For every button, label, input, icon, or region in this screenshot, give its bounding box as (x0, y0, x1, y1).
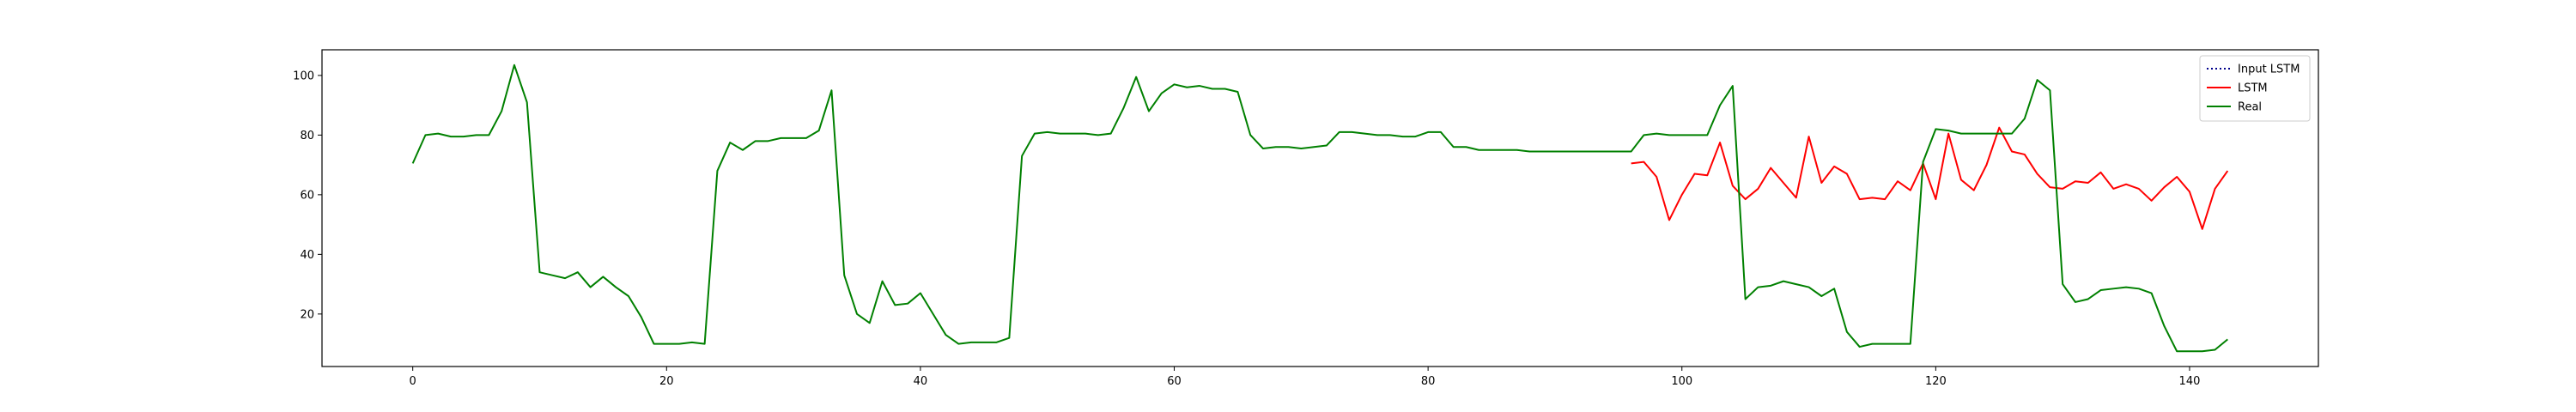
x-tick-label: 140 (2179, 375, 2201, 388)
axes-frame (321, 49, 2319, 367)
x-tick-label: 40 (914, 375, 928, 388)
y-tick-label: 60 (300, 189, 314, 202)
series-line-real (411, 64, 2228, 353)
x-tick-label: 100 (1671, 375, 1692, 388)
y-axis: 20 40 60 80 100 (293, 70, 322, 321)
x-tick-label: 120 (1925, 375, 1947, 388)
legend-label-lstm: LSTM (2238, 82, 2268, 95)
x-tick-label: 0 (410, 375, 416, 388)
y-tick-label: 40 (300, 249, 314, 262)
legend-label-input-lstm: Input LSTM (2238, 64, 2300, 76)
legend-label-real: Real (2238, 101, 2262, 114)
x-tick-label: 20 (659, 375, 674, 388)
legend-box (2199, 55, 2311, 122)
y-tick-label: 80 (300, 130, 314, 142)
x-tick-label: 80 (1421, 375, 1436, 388)
series-line-lstm (1631, 126, 2229, 230)
legend: Input LSTM LSTM Real (2199, 55, 2311, 122)
x-tick-label: 60 (1167, 375, 1182, 388)
y-tick-label: 100 (293, 70, 314, 82)
plot-lines (411, 64, 2229, 353)
x-axis: 0 20 40 60 80 100 120 140 (410, 367, 2201, 388)
y-tick-label: 20 (300, 308, 314, 321)
